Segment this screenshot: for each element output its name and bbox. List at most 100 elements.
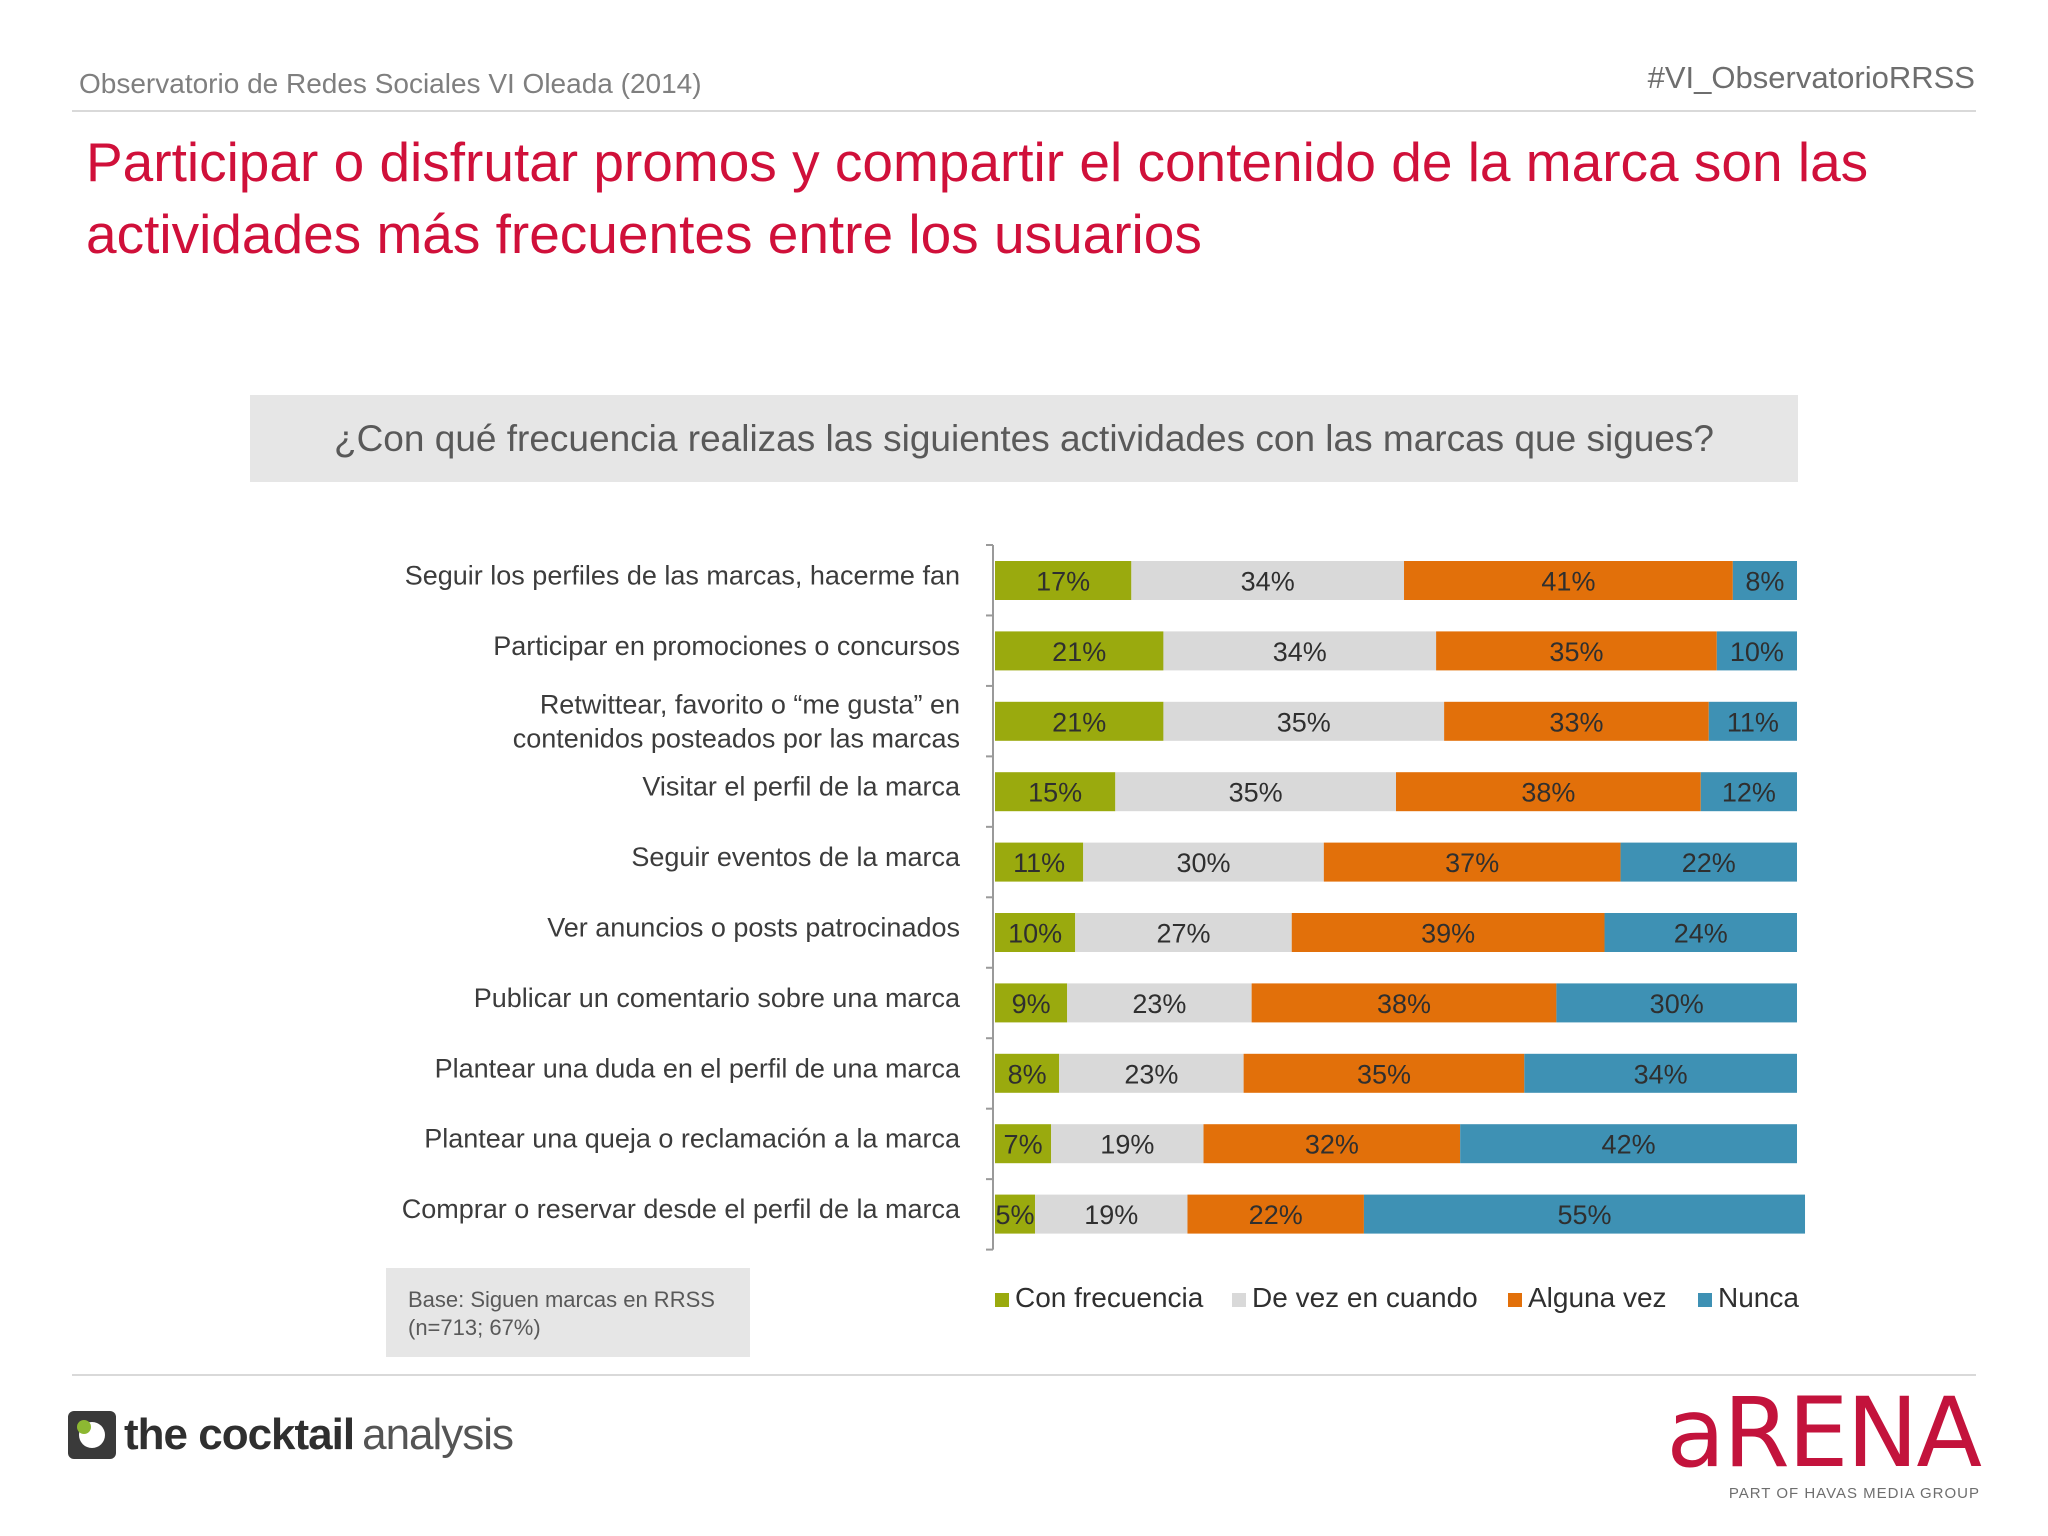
data-label: 24% [1674,919,1728,949]
bar-segment [1035,1194,1188,1234]
legend-label: Nunca [1718,1282,1799,1313]
legend-label: Alguna vez [1528,1282,1667,1313]
base-note: Base: Siguen marcas en RRSS (n=713; 67%) [386,1268,750,1357]
title-line-1: Participar o disfrutar promos y comparti… [86,131,1869,193]
bar-segment [1251,983,1557,1023]
category-label: Comprar o reservar desde el perfil de la… [402,1194,961,1224]
bar-segment [995,1124,1052,1164]
legend-swatch [1508,1293,1522,1307]
bar-segment [1083,842,1324,882]
bar-segment [1556,983,1797,1023]
category-label: Ver anuncios o posts patrocinados [547,913,960,943]
data-label: 12% [1722,778,1776,808]
cocktail-logo: the cocktail analysis [68,1410,514,1460]
legend-swatch [1232,1293,1246,1307]
arena-logo-tagline: PART OF HAVAS MEDIA GROUP [1728,1485,1980,1502]
data-label: 33% [1549,707,1603,737]
bar-segment [1291,913,1605,952]
bar-segment [1436,631,1717,671]
bar-segment [1396,772,1701,812]
legend-label: Con frecuencia [1015,1282,1204,1313]
bar-segment [1059,1053,1244,1093]
data-label: 55% [1557,1200,1611,1230]
bar-segment [1323,842,1621,882]
top-divider [72,110,1976,112]
bar-segment [995,1053,1060,1093]
category-label: Seguir eventos de la marca [631,842,961,872]
slide-title: Participar o disfrutar promos y comparti… [86,126,1986,270]
data-label: 21% [1052,707,1106,737]
data-label: 8% [1745,567,1784,597]
bar-segment [1700,772,1797,812]
bar-segment [995,631,1164,671]
category-label: Participar en promociones o concursos [493,631,960,661]
data-label: 7% [1004,1130,1043,1160]
data-label: 38% [1521,778,1575,808]
category-label: contenidos posteados por las marcas [513,723,960,753]
data-label: 34% [1273,637,1327,667]
bar-segment [1524,1053,1797,1093]
bar-segment [1620,842,1797,882]
bar-segment [1404,561,1733,600]
arena-logo-word: aRENA [1666,1377,1982,1489]
data-label: 37% [1445,848,1499,878]
data-label: 27% [1156,919,1210,949]
cocktail-logo-bold: the cocktail [124,1410,355,1459]
legend-swatch [995,1293,1009,1307]
base-note-line-1: Base: Siguen marcas en RRSS [408,1287,715,1312]
report-subtitle: Observatorio de Redes Sociales VI Oleada… [79,68,702,99]
stacked-bar-chart: Seguir los perfiles de las marcas, hacer… [402,544,1806,1313]
category-label: Visitar el perfil de la marca [642,772,961,802]
bar-segment [1716,631,1797,671]
hashtag: #VI_ObservatorioRRSS [1647,60,1975,95]
bar-segment [1203,1124,1461,1164]
data-label: 35% [1277,707,1331,737]
cocktail-logo-light: analysis [362,1410,514,1459]
data-label: 9% [1012,989,1051,1019]
bar-segment [1163,701,1445,741]
data-label: 15% [1028,778,1082,808]
legend-label: De vez en cuando [1252,1282,1478,1313]
data-label: 38% [1377,989,1431,1019]
data-label: 42% [1602,1130,1656,1160]
bar-segment [995,772,1116,812]
data-label: 41% [1541,567,1595,597]
data-label: 34% [1241,567,1295,597]
category-label: Seguir los perfiles de las marcas, hacer… [405,561,960,591]
base-note-line-2: (n=713; 67%) [408,1315,541,1340]
bar-segment [995,561,1132,600]
bar-segment [1243,1053,1525,1093]
cocktail-logo-icon [68,1411,116,1459]
category-label: Publicar un comentario sobre una marca [474,983,961,1013]
question-text: ¿Con qué frecuencia realizas las siguien… [333,417,1715,459]
data-label: 35% [1229,778,1283,808]
bar-segment [1115,772,1396,812]
bar-segment [1604,913,1797,952]
data-label: 35% [1357,1059,1411,1089]
data-label: 11% [1727,707,1779,737]
legend-swatch [1698,1293,1712,1307]
bar-segment [1131,561,1405,600]
category-label: Plantear una queja o reclamación a la ma… [424,1124,961,1154]
data-label: 8% [1008,1059,1047,1089]
bar-segment [995,913,1076,952]
data-label: 23% [1132,989,1186,1019]
bottom-divider [72,1374,1976,1376]
bar-segment [1075,913,1292,952]
data-label: 34% [1634,1059,1688,1089]
bar-segment [1067,983,1252,1023]
data-label: 30% [1176,848,1230,878]
question-banner: ¿Con qué frecuencia realizas las siguien… [250,395,1798,482]
bar-segment [995,1194,1036,1234]
data-label: 22% [1682,848,1736,878]
data-label: 19% [1100,1130,1154,1160]
data-label: 5% [996,1200,1035,1230]
bar-segment [1708,701,1797,741]
data-label: 35% [1549,637,1603,667]
data-label: 30% [1650,989,1704,1019]
data-label: 21% [1052,637,1106,667]
bar-segment [1363,1194,1806,1234]
category-label: Plantear una duda en el perfil de una ma… [435,1053,961,1083]
data-label: 11% [1013,848,1065,878]
data-label: 32% [1305,1130,1359,1160]
